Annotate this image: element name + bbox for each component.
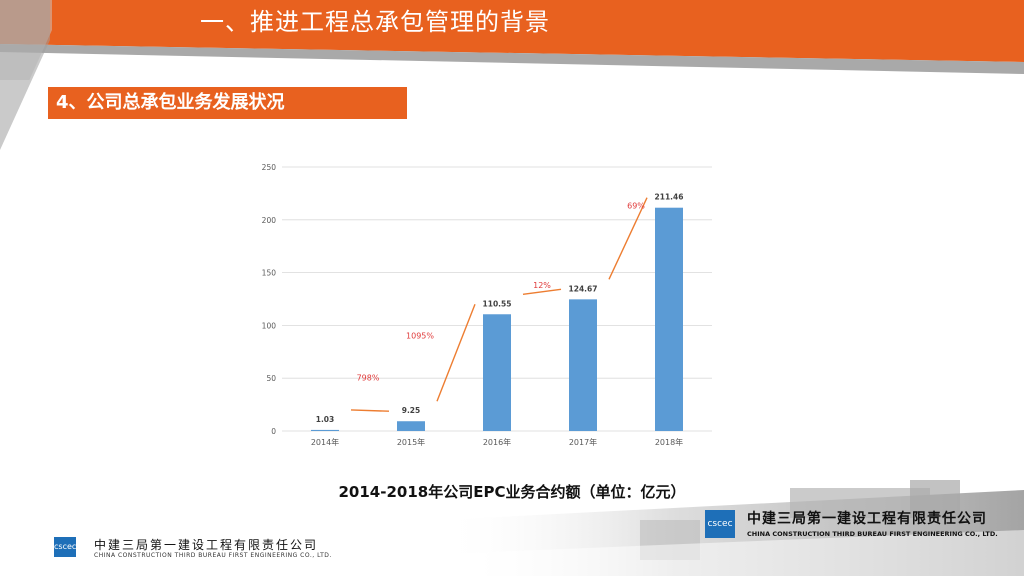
- company-name-en: CHINA CONSTRUCTION THIRD BUREAU FIRST EN…: [747, 530, 998, 538]
- data-label: 110.55: [483, 299, 512, 308]
- company-name-cn-small: 中建三局第一建设工程有限责任公司: [94, 538, 319, 552]
- bar: [397, 421, 425, 431]
- page-title: 一、推进工程总承包管理的背景: [200, 8, 550, 36]
- bar-chart: 0 50 100 150 200 250 1.03 2014年 9.25 2015年 110.55 2…: [262, 163, 712, 447]
- bar: [569, 299, 597, 431]
- y-tick-label: 50: [266, 374, 276, 383]
- company-name-cn: 中建三局第一建设工程有限责任公司: [747, 511, 987, 527]
- growth-label: 1095%: [406, 332, 434, 341]
- y-tick-label: 250: [262, 163, 277, 172]
- company-logo-icon: cscec: [705, 510, 735, 538]
- growth-trend-line: [436, 304, 476, 402]
- bar: [311, 429, 339, 431]
- growth-trend-line: [608, 197, 648, 280]
- bar: [483, 314, 511, 431]
- y-tick-label: 0: [271, 427, 276, 436]
- chart-caption: 2014-2018年公司EPC业务合约额（单位：亿元）: [338, 483, 686, 501]
- data-label: 211.46: [655, 193, 684, 202]
- x-tick-label: 2017年: [569, 437, 597, 447]
- company-name-en-small: CHINA CONSTRUCTION THIRD BUREAU FIRST EN…: [94, 552, 332, 559]
- growth-trend-line: [522, 288, 562, 295]
- x-tick-label: 2016年: [483, 437, 511, 447]
- data-label: 124.67: [569, 284, 598, 293]
- footer-brand-left: cscec 中建三局第一建设工程有限责任公司 CHINA CONSTRUCTIO…: [54, 537, 354, 561]
- y-tick-label: 150: [262, 269, 277, 278]
- footer-brand-right: cscec 中建三局第一建设工程有限责任公司 CHINA CONSTRUCTIO…: [705, 508, 1024, 542]
- data-label: 9.25: [402, 406, 421, 415]
- data-label: 1.03: [316, 415, 335, 424]
- growth-label: 12%: [533, 281, 551, 290]
- x-tick-label: 2015年: [397, 437, 425, 447]
- x-tick-label: 2014年: [311, 437, 339, 447]
- y-tick-label: 100: [262, 321, 277, 330]
- growth-trend-line: [350, 409, 390, 412]
- growth-label: 798%: [357, 374, 380, 383]
- section-title: 4、公司总承包业务发展状况: [48, 87, 407, 119]
- left-grey-wedge: [0, 0, 50, 150]
- x-tick-label: 2018年: [655, 437, 683, 447]
- bar: [655, 207, 683, 431]
- company-logo-small-icon: cscec: [54, 537, 76, 557]
- y-tick-label: 200: [262, 216, 277, 225]
- growth-label: 69%: [627, 202, 645, 211]
